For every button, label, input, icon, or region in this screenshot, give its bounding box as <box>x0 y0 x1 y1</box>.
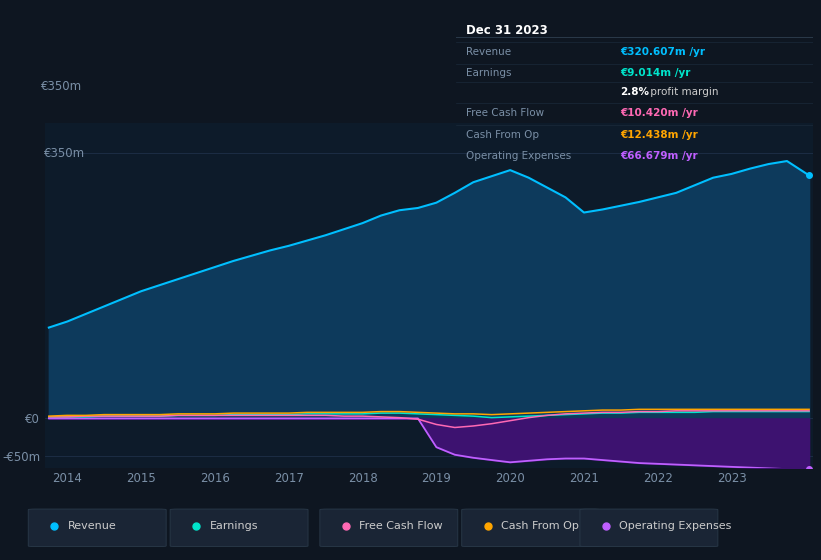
Text: Free Cash Flow: Free Cash Flow <box>466 108 544 118</box>
Text: Operating Expenses: Operating Expenses <box>466 151 571 161</box>
Text: Cash From Op: Cash From Op <box>501 521 579 531</box>
Text: €9.014m /yr: €9.014m /yr <box>620 68 690 78</box>
Text: Free Cash Flow: Free Cash Flow <box>360 521 443 531</box>
FancyBboxPatch shape <box>170 509 308 547</box>
Text: €350m: €350m <box>44 147 85 160</box>
Text: €320.607m /yr: €320.607m /yr <box>620 47 705 57</box>
Text: Operating Expenses: Operating Expenses <box>619 521 732 531</box>
Text: Cash From Op: Cash From Op <box>466 129 539 139</box>
Text: Dec 31 2023: Dec 31 2023 <box>466 24 548 37</box>
Text: profit margin: profit margin <box>647 87 718 97</box>
FancyBboxPatch shape <box>580 509 718 547</box>
Text: €66.679m /yr: €66.679m /yr <box>620 151 698 161</box>
Text: Revenue: Revenue <box>466 47 511 57</box>
FancyBboxPatch shape <box>28 509 166 547</box>
Text: €10.420m /yr: €10.420m /yr <box>620 108 698 118</box>
Text: 2.8%: 2.8% <box>620 87 649 97</box>
Text: Revenue: Revenue <box>67 521 117 531</box>
FancyBboxPatch shape <box>461 509 599 547</box>
FancyBboxPatch shape <box>320 509 458 547</box>
Text: €12.438m /yr: €12.438m /yr <box>620 129 698 139</box>
Text: Earnings: Earnings <box>466 68 511 78</box>
Text: €350m: €350m <box>41 80 82 93</box>
Text: Earnings: Earnings <box>209 521 258 531</box>
